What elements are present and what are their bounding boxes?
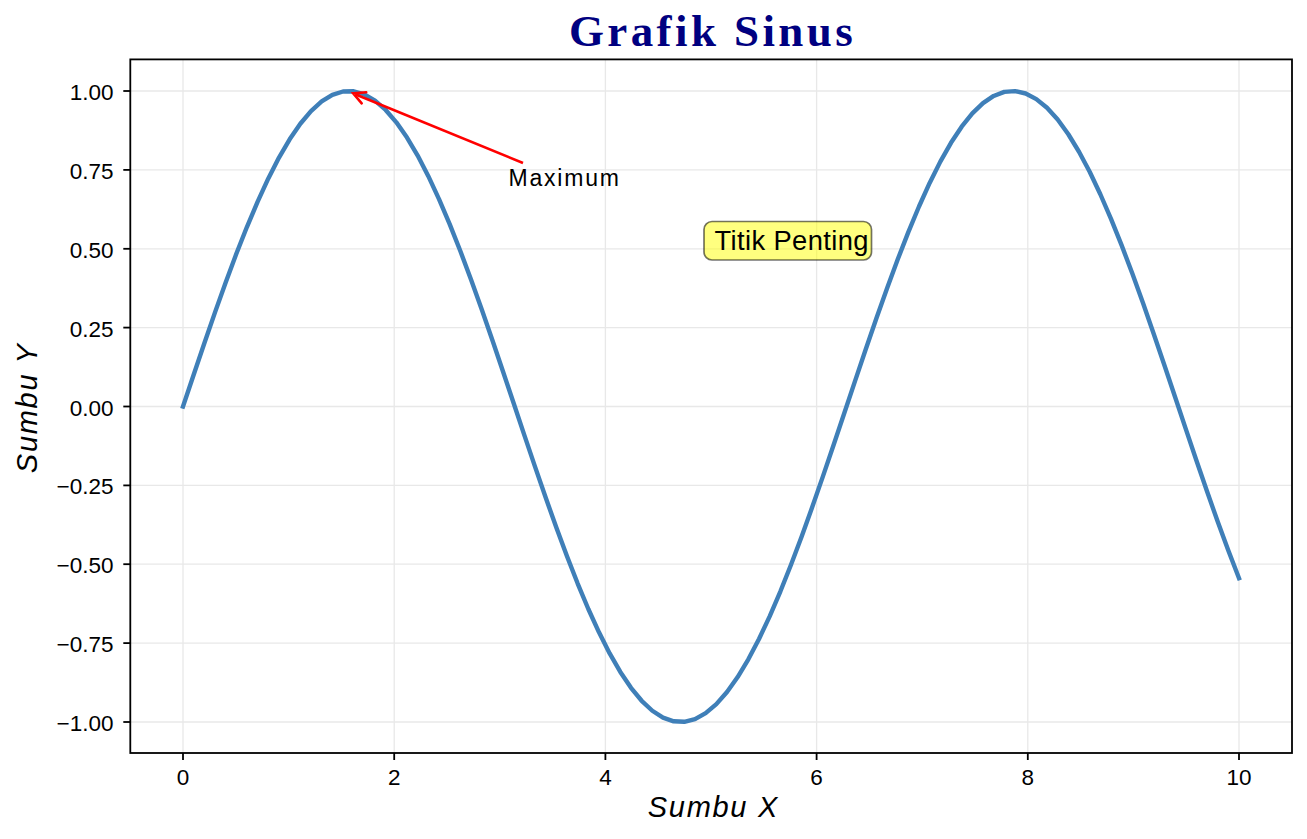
svg-text:4: 4 [599,765,612,790]
svg-text:10: 10 [1226,765,1251,790]
svg-text:−0.50: −0.50 [57,553,114,578]
svg-text:0: 0 [177,765,190,790]
svg-text:Titik Penting: Titik Penting [715,225,869,256]
svg-text:0.25: 0.25 [70,317,114,342]
svg-text:Maximum: Maximum [509,165,621,191]
svg-text:0.50: 0.50 [70,238,114,263]
svg-text:Sumbu X: Sumbu X [648,791,779,823]
svg-text:6: 6 [810,765,823,790]
svg-text:Grafik Sinus: Grafik Sinus [569,6,856,56]
svg-text:8: 8 [1022,765,1035,790]
svg-text:0.75: 0.75 [70,159,114,184]
svg-text:2: 2 [388,765,401,790]
svg-text:−1.00: −1.00 [57,711,114,736]
svg-text:Sumbu Y: Sumbu Y [12,342,44,474]
svg-text:−0.75: −0.75 [57,632,114,657]
svg-text:1.00: 1.00 [70,80,114,105]
svg-text:−0.25: −0.25 [57,474,114,499]
svg-text:0.00: 0.00 [70,396,114,421]
